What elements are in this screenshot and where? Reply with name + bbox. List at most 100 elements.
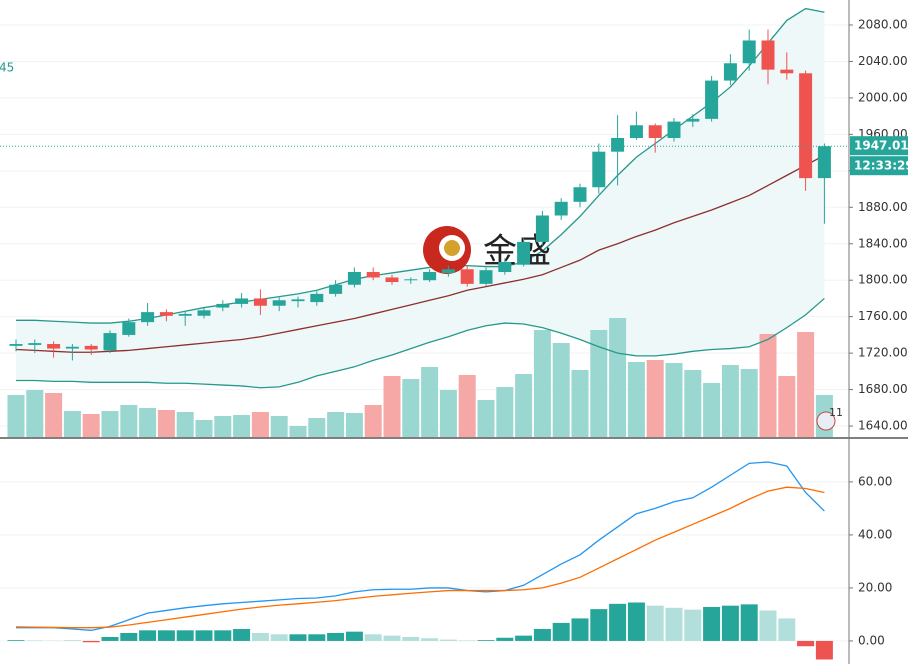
candle-body [178,313,192,316]
legend-fragment: 45 [0,61,14,75]
candle-body [780,69,794,74]
candle-body [611,138,625,152]
histogram-bar [703,607,721,641]
volume-bar [571,370,589,437]
candle-body [329,284,343,294]
histogram-bar [797,640,815,647]
band-middle [15,154,825,353]
histogram-bar [477,640,495,641]
volume-bar [552,343,570,437]
volume-bar [778,376,796,437]
volume-bar [533,330,551,437]
candle-body [799,73,813,179]
histogram-bar [157,630,175,641]
volume-bar [439,390,457,437]
histogram-bar [515,635,533,641]
volume-bar [214,416,232,437]
macd-line [16,461,825,631]
histogram-bar [439,639,457,641]
histogram-bar [270,634,288,641]
candle-body [253,298,267,306]
y-tick-label: 2000.00 [858,90,908,104]
candle-body [122,322,136,335]
volume-bar [7,395,25,437]
histogram-bar [590,609,608,641]
candle-body [686,118,700,122]
candle-body [272,300,286,306]
signal-line [15,486,825,629]
histogram-bar [533,629,551,641]
volume-bar [721,365,739,437]
histogram-bar [364,634,382,641]
y-tick-label: 1800.00 [858,273,908,287]
y-tick-label: 1680.00 [858,382,908,396]
y-tick-label: 2080.00 [858,17,908,31]
histogram-bar [815,640,833,660]
y-tick-label: 1880.00 [858,200,908,214]
volume-bar [364,405,382,437]
candle-body [28,343,42,345]
volume-bar [157,410,175,437]
histogram-bar [458,640,476,641]
candle-body [197,310,211,316]
volume-bar [327,412,345,437]
histogram-bar [345,631,363,641]
candle-body [291,299,305,302]
candle-body [592,151,606,188]
volume-bar [82,414,100,437]
volume-bar [590,330,608,437]
candle-body [84,345,98,350]
candle-body [517,241,531,265]
histogram-bar [496,637,514,641]
countdown-box [850,156,908,176]
histogram-bar [7,640,25,641]
candle-body [9,344,23,346]
histogram-bar [26,640,44,641]
volume-bar [515,374,533,437]
candle-body [385,277,399,283]
volume-bar [289,426,307,437]
volume-bar [120,405,138,437]
candle-body [761,40,775,70]
band-lower [16,297,825,389]
event-label: 11 [829,406,843,419]
histogram-bar [778,618,796,641]
histogram-bar [721,605,739,641]
y-tick-label: 0.00 [858,633,885,647]
histogram-bar [383,635,401,641]
volume-bar [609,318,627,437]
volume-bar [797,332,815,437]
candle-body [141,312,155,323]
candle-body [742,40,756,64]
last-price-box [850,136,908,156]
histogram-bar [233,629,251,641]
volume-bar [251,412,269,437]
volume-bar [759,334,777,437]
histogram-bar [176,630,194,641]
band-fill [16,8,825,388]
histogram-bar [402,636,420,641]
histogram-bar [609,603,627,641]
volume-bar [740,369,758,437]
candle-body [705,80,719,119]
last-price-label: 1947.01 [854,139,908,153]
candle-body [554,201,568,216]
y-tick-label: 2040.00 [858,54,908,68]
candle-body [498,261,512,273]
volume-bar [195,420,213,437]
candle-body [573,187,587,202]
candle-body [47,344,61,349]
volume-bar [270,416,288,437]
candle-body [423,272,437,281]
volume-bar [684,370,702,437]
histogram-bar [251,632,269,641]
y-tick-label: 1720.00 [858,346,908,360]
volume-bar [402,379,420,437]
volume-bar [345,413,363,437]
candle-body [310,293,324,303]
volume-bar [477,400,495,437]
candle-body [216,303,230,308]
volume-bar [646,360,664,437]
histogram-bar [195,630,213,641]
countdown-label: 12:33:29 [854,159,908,173]
